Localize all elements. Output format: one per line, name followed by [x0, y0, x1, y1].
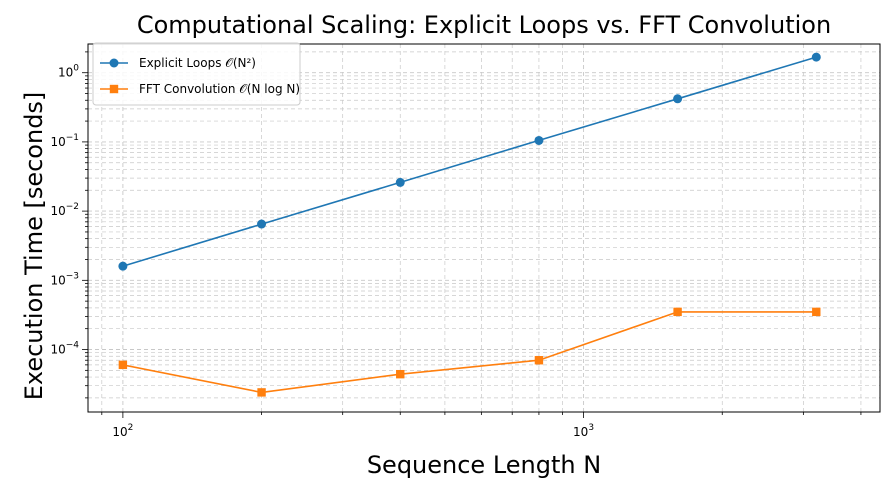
y-axis-label: Execution Time [seconds] [20, 92, 48, 401]
y-tick-label: 10−2 [50, 202, 79, 218]
plot-frame [87, 43, 881, 413]
data-point [396, 369, 405, 379]
x-tick-label: 103 [573, 423, 594, 439]
series-line-1 [122, 311, 817, 394]
y-tick-label: 10−1 [50, 133, 79, 149]
chart-title: Computational Scaling: Explicit Loops vs… [137, 11, 831, 39]
legend-label-0: Explicit Loops 𝒪(N²) [139, 56, 256, 70]
data-point [534, 135, 544, 145]
data-point [118, 360, 128, 370]
axis-ticks: 102 103 100 10−1 10−2 10−3 10−4 [50, 51, 862, 439]
data-point [673, 94, 683, 104]
data-point [534, 356, 544, 365]
y-tick-label: 100 [58, 64, 79, 80]
data-point [673, 307, 682, 317]
x-axis-label: Sequence Length N [367, 451, 601, 479]
data-point [812, 307, 821, 317]
grid [88, 44, 880, 412]
data-point [395, 177, 405, 187]
legend-label-1: FFT Convolution 𝒪(N log N) [139, 82, 300, 96]
y-tick-label: 10−3 [50, 271, 79, 287]
data-point [257, 219, 267, 229]
y-tick-label: 10−4 [50, 341, 79, 357]
data-point [118, 261, 128, 271]
data-point [257, 388, 266, 397]
legend-box [92, 42, 301, 106]
legend-marker-0 [109, 58, 119, 68]
data-point [811, 52, 821, 62]
series-line-0 [122, 56, 817, 267]
x-tick-label: 102 [112, 423, 133, 439]
legend: Explicit Loops 𝒪(N²) FFT Convolution 𝒪(N … [92, 42, 301, 106]
series-layer [118, 52, 821, 397]
legend-marker-1 [109, 84, 119, 94]
